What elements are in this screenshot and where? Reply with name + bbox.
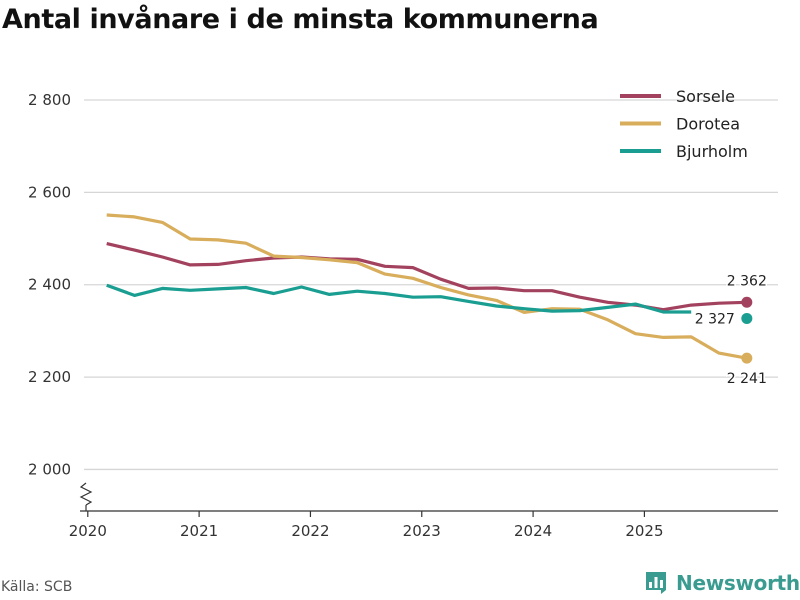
- legend: Sorsele Dorotea Bjurholm: [620, 87, 748, 161]
- endpoint-label-bjurholm: 2 327: [695, 311, 735, 327]
- x-tick-label: 2023: [403, 522, 441, 540]
- y-tick-label: 2 400: [28, 276, 71, 294]
- endpoint-dot-dorotea: [741, 352, 753, 364]
- newsworthy-logo-icon: [646, 572, 666, 594]
- endpoint-dot-bjurholm: [741, 312, 753, 324]
- brand-logo[interactable]: Newsworthy: [644, 570, 800, 596]
- series-lines: [106, 213, 748, 360]
- x-tick-label: 2024: [514, 522, 552, 540]
- series-line-dorotea: [106, 213, 748, 360]
- endpoint-label-sorsele: 2 362: [727, 273, 767, 289]
- legend-label-sorsele: Sorsele: [676, 87, 735, 106]
- legend-label-bjurholm: Bjurholm: [676, 142, 748, 161]
- legend-label-dorotea: Dorotea: [676, 115, 740, 134]
- endpoint-dot-sorsele: [741, 296, 753, 308]
- source-note: Källa: SCB: [1, 579, 73, 595]
- x-tick-label: 2025: [625, 522, 663, 540]
- brand-name: Newsworthy: [676, 571, 800, 595]
- y-tick-label: 2 600: [28, 183, 71, 201]
- x-axis: 2020 2021 2022 2023 2024 2025: [69, 482, 778, 540]
- x-tick-label: 2020: [69, 522, 107, 540]
- y-axis-ticks: 2 000 2 200 2 400 2 600 2 800: [28, 91, 71, 478]
- chart-title: Antal invånare i de minsta kommunerna: [2, 4, 599, 35]
- series-line-bjurholm: [106, 283, 692, 314]
- series-line-sorsele: [106, 242, 747, 312]
- y-tick-label: 2 000: [28, 460, 71, 478]
- y-tick-label: 2 800: [28, 91, 71, 109]
- x-tick-label: 2022: [291, 522, 329, 540]
- x-tick-label: 2021: [180, 522, 218, 540]
- series-endpoints: 2 362 2 241 2 327: [693, 272, 768, 389]
- y-tick-label: 2 200: [28, 368, 71, 386]
- endpoint-label-dorotea: 2 241: [727, 371, 767, 387]
- axis-break-marker: [79, 482, 93, 506]
